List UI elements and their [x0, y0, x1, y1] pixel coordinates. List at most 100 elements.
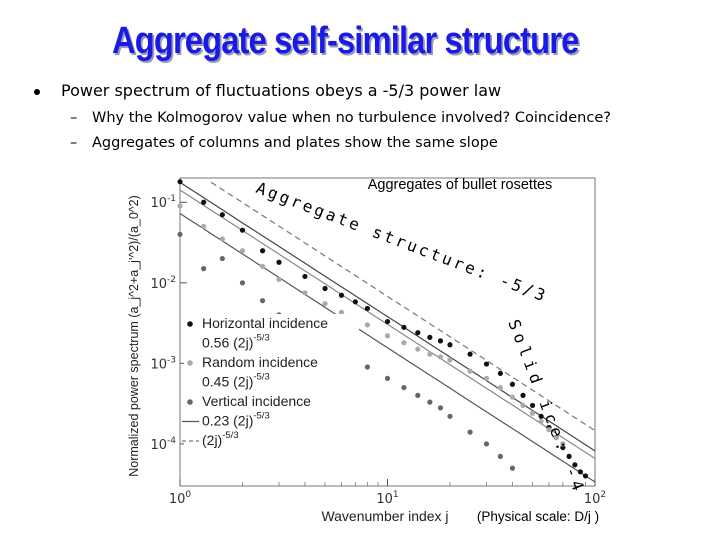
data-point	[276, 276, 282, 283]
data-point	[566, 453, 572, 459]
data-point	[302, 273, 308, 280]
data-point	[560, 444, 566, 451]
data-point	[177, 203, 183, 209]
data-point	[259, 263, 266, 269]
legend-label: Horizontal incidence	[202, 315, 328, 331]
data-point	[467, 368, 473, 374]
data-point	[322, 301, 328, 307]
x-tick-label: 102	[584, 490, 606, 507]
data-point	[520, 402, 526, 409]
bullet-dot-icon	[34, 89, 40, 95]
data-point	[384, 375, 391, 382]
data-point	[582, 473, 589, 479]
data-point	[538, 418, 544, 425]
data-point	[364, 322, 370, 328]
data-point	[415, 330, 421, 336]
x-axis-note: (Physical scale: D/j )	[477, 509, 599, 524]
data-point	[239, 280, 246, 286]
data-point	[553, 434, 559, 441]
slide-title: Aggregate self-similar structure	[112, 20, 579, 62]
data-point	[338, 309, 345, 315]
bullet-text: Power spectrum of fluctuations obeys a -…	[61, 81, 502, 100]
y-tick-label: 10-1	[150, 194, 176, 211]
data-point	[384, 318, 391, 325]
legend-label: Vertical incidence	[202, 393, 311, 409]
chart-title: Aggregates of bullet rosettes	[368, 177, 553, 193]
data-point	[497, 453, 503, 459]
power-law-line	[210, 181, 596, 432]
data-point	[201, 266, 207, 272]
data-point	[427, 399, 433, 405]
legend-label: 0.23 (2j)-5/3	[202, 411, 270, 429]
legend-marker	[187, 360, 193, 366]
power-law-line	[179, 212, 596, 483]
data-point	[219, 255, 225, 262]
data-point	[546, 427, 552, 433]
dash-icon: –	[70, 110, 78, 126]
data-point	[338, 292, 345, 298]
legend-marker	[187, 399, 193, 405]
data-point	[447, 357, 453, 363]
data-point	[447, 342, 453, 348]
data-point	[364, 364, 370, 370]
data-point	[572, 462, 578, 468]
data-point	[415, 392, 421, 398]
data-point	[259, 298, 266, 304]
data-point	[239, 248, 246, 254]
data-point	[201, 199, 207, 205]
data-point	[577, 469, 583, 475]
y-tick-label: 10-2	[150, 275, 176, 292]
data-point	[520, 392, 526, 398]
data-point	[483, 361, 490, 367]
power-spectrum-chart: 100 101 102 10-1 10-2 10-3 10-4 Horizontal inci…	[127, 177, 606, 524]
data-point	[509, 394, 516, 400]
legend-label: 0.45 (2j)-5/3	[202, 372, 270, 390]
data-point	[437, 338, 444, 344]
data-point	[177, 179, 183, 185]
legend-marker	[187, 321, 193, 327]
data-point	[201, 223, 207, 230]
data-point	[352, 299, 358, 305]
data-point	[219, 236, 225, 242]
data-point	[437, 405, 444, 411]
data-point	[427, 334, 433, 340]
data-point	[447, 413, 453, 419]
data-point	[529, 410, 536, 416]
data-point	[177, 231, 183, 237]
subbullet-text: Aggregates of columns and plates show th…	[92, 135, 498, 151]
data-point	[401, 384, 407, 391]
data-point	[239, 227, 246, 233]
legend-box	[184, 314, 359, 457]
data-point	[529, 402, 536, 409]
data-point	[259, 248, 266, 254]
data-point	[427, 351, 433, 357]
y-tick-label: 10-3	[150, 355, 176, 372]
data-point	[401, 340, 407, 346]
legend-label: 0.56 (2j)-5/3	[202, 333, 270, 351]
data-point	[560, 441, 566, 447]
data-point	[384, 333, 391, 339]
data-point	[509, 381, 516, 387]
legend-label: Random incidence	[202, 354, 318, 370]
data-point	[276, 259, 282, 265]
data-point	[483, 375, 490, 382]
power-law-line	[179, 181, 596, 452]
data-point	[364, 305, 370, 312]
power-law-line	[179, 189, 596, 460]
y-tick-label: 10-4	[150, 436, 176, 453]
data-point	[437, 354, 444, 360]
data-point	[302, 290, 308, 296]
data-point	[322, 285, 328, 292]
data-point	[467, 351, 473, 357]
y-axis-label: Normalized power spectrum (a_j^2+a_j'^2)…	[127, 195, 141, 477]
data-point	[538, 413, 544, 419]
dash-icon: –	[70, 135, 78, 151]
data-point	[401, 324, 407, 330]
data-point	[509, 465, 516, 471]
data-point	[483, 441, 490, 447]
data-point	[415, 346, 421, 352]
data-point	[497, 384, 503, 391]
x-tick-label: 100	[169, 490, 192, 507]
subbullet-text: Why the Kolmogorov value when no turbule…	[92, 110, 611, 126]
data-point	[467, 429, 473, 435]
